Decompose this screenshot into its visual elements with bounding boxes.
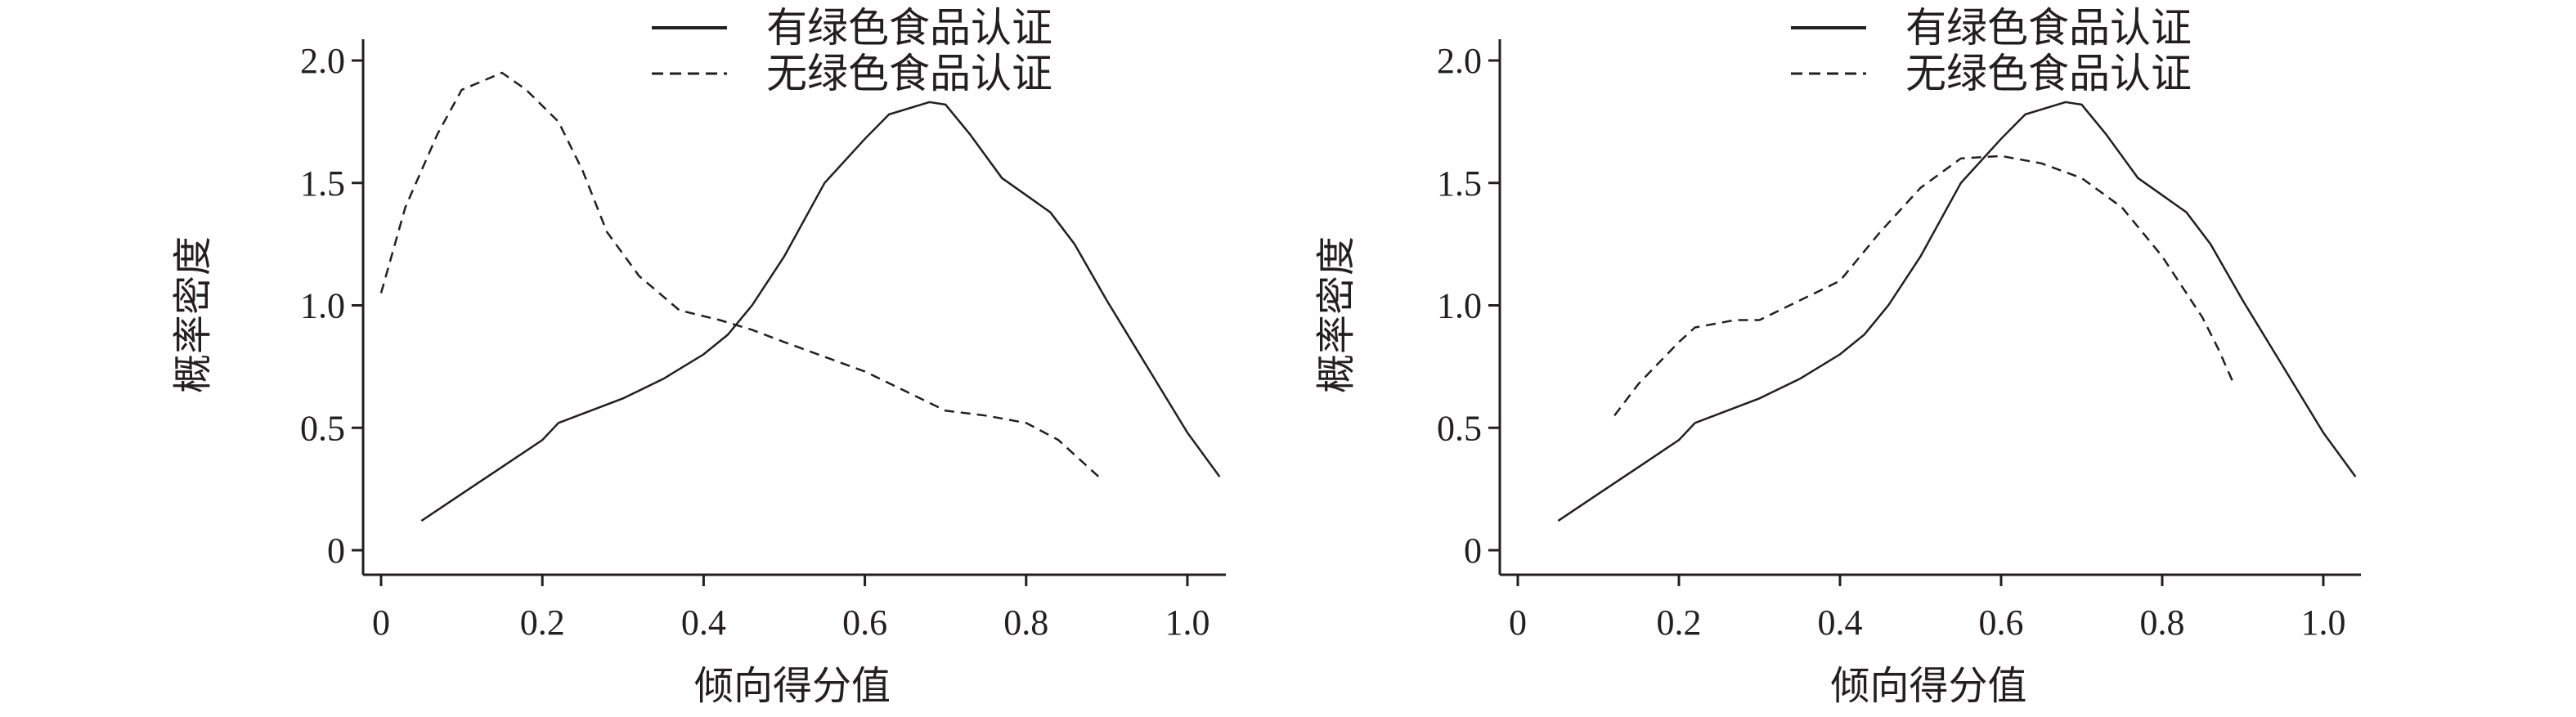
x-axis-label: 倾向得分值: [694, 665, 891, 708]
legend-label: 有绿色食品认证: [1905, 5, 2192, 51]
x-tick-label: 1.0: [1165, 603, 1210, 643]
series-line-certified: [1557, 101, 2357, 522]
series-line-no-certification: [379, 71, 1100, 478]
legend-label: 无绿色食品认证: [766, 51, 1052, 96]
x-tick-label: 0: [1509, 603, 1527, 643]
x-tick-label: 0.4: [681, 603, 726, 643]
y-tick-label: 1.5: [300, 164, 345, 204]
y-tick-label: 2.0: [1437, 41, 1482, 81]
legend-label: 有绿色食品认证: [766, 5, 1052, 51]
y-tick-label: 1.0: [300, 286, 345, 326]
y-tick-label: 0: [327, 531, 345, 571]
x-axis-label: 倾向得分值: [1830, 665, 2026, 708]
x-tick-label: 0.8: [1003, 603, 1048, 643]
y-tick-label: 2.0: [300, 41, 345, 81]
legend-label: 无绿色食品认证: [1905, 51, 2192, 96]
x-tick-label: 0.8: [2140, 603, 2185, 643]
y-axis-label: 概率密度: [1315, 236, 1358, 393]
x-tick-label: 0.2: [520, 603, 565, 643]
series-line-certified: [420, 101, 1221, 522]
y-tick-label: 0.5: [300, 408, 345, 448]
y-axis-label: 概率密度: [172, 236, 215, 393]
chart-right: 0 0.2 0.4 0.6 0.8 1.0 0 0.5 1.0 1.5 2.0 倾向得分值 概率密度 有绿…: [1315, 5, 2361, 708]
y-tick-label: 1.0: [1437, 286, 1482, 326]
y-tick-label: 0: [1464, 531, 1482, 571]
series-line-no-certification: [1613, 155, 2236, 417]
x-tick-label: 0.6: [1979, 603, 2024, 643]
x-tick-label: 0.4: [1818, 603, 1863, 643]
chart-left: 0 0.2 0.4 0.6 0.8 1.0 0 0.5 1.0 1.5 2.0 倾向得分值 概率密度 有绿…: [172, 5, 1226, 708]
x-tick-label: 1.0: [2301, 603, 2346, 643]
x-tick-label: 0: [372, 603, 390, 643]
x-tick-label: 0.2: [1657, 603, 1702, 643]
x-tick-label: 0.6: [842, 603, 887, 643]
y-tick-label: 1.5: [1437, 164, 1482, 204]
y-tick-label: 0.5: [1437, 408, 1482, 448]
